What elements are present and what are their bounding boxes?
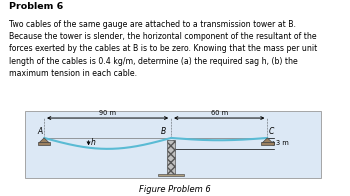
Text: Figure Problem 6: Figure Problem 6 <box>139 185 211 194</box>
Polygon shape <box>39 138 49 143</box>
Text: 90 m: 90 m <box>99 110 116 116</box>
Text: h: h <box>91 138 95 147</box>
Text: Two cables of the same gauge are attached to a transmission tower at B.
Because : Two cables of the same gauge are attache… <box>9 20 317 78</box>
Bar <box>159 174 184 176</box>
Polygon shape <box>262 138 273 143</box>
Text: 3 m: 3 m <box>276 140 289 146</box>
Text: A: A <box>38 127 43 136</box>
Bar <box>261 142 274 145</box>
Bar <box>38 142 50 145</box>
Text: C: C <box>268 127 274 136</box>
Bar <box>167 140 175 175</box>
Text: B: B <box>161 127 166 136</box>
FancyBboxPatch shape <box>25 111 321 178</box>
Text: 60 m: 60 m <box>211 110 228 116</box>
Text: Problem 6: Problem 6 <box>9 2 63 11</box>
